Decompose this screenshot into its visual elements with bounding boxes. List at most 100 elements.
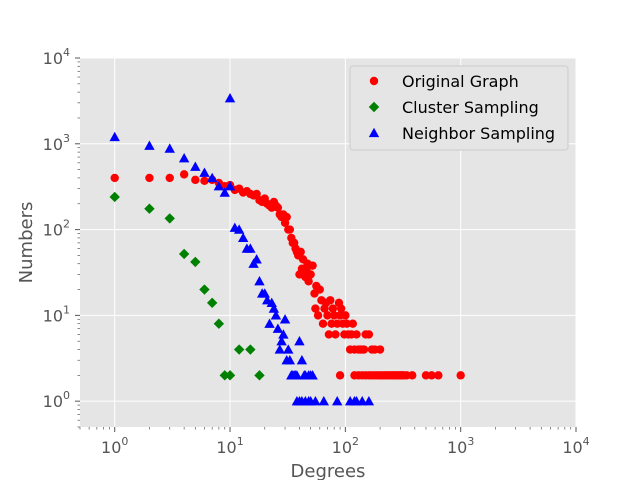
original-graph-point	[165, 173, 174, 183]
y-tick-label: 102	[43, 218, 70, 240]
neighbor-sampling-point	[109, 131, 120, 142]
original-graph-point	[200, 176, 209, 186]
cluster-sampling-point	[109, 191, 120, 203]
original-graph-point	[110, 173, 119, 183]
neighbor-sampling-point	[190, 161, 201, 171]
neighbor-sampling-point	[294, 336, 305, 346]
legend-marker-neighbor-sampling	[368, 127, 380, 138]
cluster-sampling-point	[233, 344, 245, 355]
neighbor-sampling-point	[318, 395, 329, 406]
neighbor-sampling-point	[296, 355, 308, 365]
x-tick-label: 100	[101, 435, 128, 457]
neighbor-sampling-point	[363, 395, 375, 406]
legend-label-original-graph: Original Graph	[402, 72, 519, 91]
neighbor-sampling-point	[251, 254, 262, 264]
neighbor-sampling-point	[284, 355, 296, 365]
neighbor-sampling-point	[270, 310, 282, 320]
x-tick-labels: 100 101 102 103 104	[101, 435, 590, 457]
original-graph-point	[285, 225, 295, 234]
neighbor-sampling-point	[164, 143, 175, 153]
original-graph-point	[375, 345, 385, 354]
original-graph-point	[282, 212, 291, 222]
original-graph-point	[318, 319, 328, 328]
neighbor-sampling-point	[274, 344, 285, 354]
original-graph-point	[179, 170, 189, 179]
original-graph-point	[335, 371, 345, 380]
neighbor-sampling-point	[268, 303, 280, 313]
original-graph-point	[311, 304, 320, 313]
neighbor-sampling-point	[332, 395, 343, 406]
legend-box	[349, 65, 569, 151]
neighbor-sampling-point	[291, 370, 303, 380]
original-graph-point	[359, 345, 369, 354]
x-tick-label: 102	[332, 435, 359, 457]
neighbor-sampling-point	[199, 167, 210, 177]
axis-ticks	[75, 57, 577, 432]
cluster-sampling-point	[190, 256, 201, 268]
original-graph-point	[191, 175, 200, 185]
neighbor-sampling-point	[272, 323, 284, 333]
neighbor-sampling-point	[219, 187, 230, 197]
series-neighbor-sampling	[109, 92, 375, 406]
original-graph-point	[306, 270, 315, 279]
original-graph-point	[329, 311, 339, 320]
neighbor-sampling-point	[237, 232, 249, 243]
series-original-graph	[110, 170, 465, 380]
neighbor-sampling-point	[245, 243, 256, 253]
neighbor-sampling-point	[264, 318, 275, 328]
legend-label-cluster-sampling: Cluster Sampling	[402, 98, 539, 117]
legend-label-neighbor-sampling: Neighbor Sampling	[402, 124, 555, 143]
x-axis-title: Degrees	[291, 461, 366, 480]
original-graph-point	[308, 261, 317, 270]
neighbor-sampling-point	[233, 224, 245, 234]
grid-lines	[80, 57, 577, 427]
original-graph-point	[348, 319, 357, 328]
y-axis-title: Numbers	[16, 202, 37, 284]
original-graph-point	[408, 371, 417, 380]
cluster-sampling-point	[164, 213, 175, 224]
neighbor-sampling-point	[307, 370, 318, 380]
original-graph-point	[352, 330, 361, 339]
neighbor-sampling-point	[279, 314, 291, 324]
original-graph-point	[427, 371, 436, 380]
original-graph-point	[331, 330, 340, 339]
neighbor-sampling-point	[144, 140, 155, 150]
original-graph-point	[324, 330, 334, 339]
x-tick-label: 101	[216, 435, 243, 457]
original-graph-point	[364, 330, 374, 339]
neighbor-sampling-point	[206, 172, 218, 183]
neighbor-sampling-point	[278, 329, 289, 339]
legend: Original Graph Cluster Sampling Neighbor S…	[349, 65, 569, 151]
data-markers	[109, 92, 465, 406]
legend-marker-original-graph	[369, 76, 379, 86]
series-cluster-sampling	[109, 191, 265, 381]
original-graph-point	[456, 371, 465, 380]
x-tick-label: 104	[562, 435, 589, 457]
neighbor-sampling-point	[283, 344, 294, 354]
original-graph-point	[326, 296, 335, 305]
neighbor-sampling-point	[276, 336, 287, 346]
cluster-sampling-point	[144, 203, 155, 214]
original-graph-point	[341, 311, 350, 320]
y-tick-label: 101	[43, 303, 70, 325]
cluster-sampling-point	[224, 370, 236, 381]
original-graph-point	[336, 304, 346, 313]
y-tick-label: 103	[43, 132, 70, 154]
cluster-sampling-point	[199, 284, 210, 295]
neighbor-sampling-point	[310, 395, 321, 406]
neighbor-sampling-point	[213, 181, 225, 191]
cluster-sampling-point	[213, 318, 225, 329]
neighbor-sampling-point	[259, 288, 270, 298]
neighbor-sampling-point	[224, 181, 236, 191]
y-tick-label: 100	[43, 389, 70, 411]
original-graph-point	[315, 285, 324, 294]
neighbor-sampling-point	[357, 395, 368, 406]
original-graph-point	[434, 371, 443, 380]
cluster-sampling-point	[219, 370, 230, 381]
original-graph-point	[304, 277, 313, 286]
y-tick-label: 104	[43, 46, 70, 68]
neighbor-sampling-point	[224, 92, 236, 103]
original-graph-point	[296, 247, 305, 257]
